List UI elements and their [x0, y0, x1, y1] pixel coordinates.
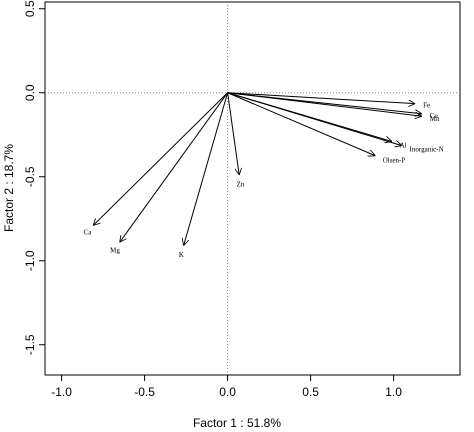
y-tick-label: 0.0 — [23, 84, 37, 101]
y-axis-title: Factor 2 : 18.7% — [2, 144, 16, 232]
loading-arrow — [120, 92, 229, 243]
vector-label: Cu — [430, 112, 439, 120]
loading-arrow — [227, 92, 240, 175]
y-tick-label: -0.5 — [23, 166, 37, 187]
vector-label: K — [179, 251, 184, 259]
vector-label: Mg — [110, 246, 120, 254]
y-tick-label: -1.0 — [23, 250, 37, 271]
loading-arrow — [227, 92, 376, 156]
loading-arrow — [227, 92, 402, 146]
vector-label: Olsen-P — [383, 156, 406, 164]
x-axis-title: Factor 1 : 51.8% — [193, 416, 281, 430]
x-tick-label: 0.5 — [302, 385, 319, 399]
vector-label: Al — [400, 141, 407, 149]
vector-label: Inorganic-N — [410, 146, 444, 154]
loading-arrow — [227, 92, 422, 117]
loading-arrow — [93, 92, 228, 226]
x-tick-label: 1.0 — [385, 385, 402, 399]
vector-label: Fe — [423, 102, 430, 110]
loading-arrow — [227, 92, 416, 104]
vector-label: Zn — [236, 181, 244, 189]
x-tick-label: -1.0 — [51, 385, 72, 399]
vector-label: Ca — [84, 229, 93, 237]
vector-label: Mn — [430, 115, 440, 123]
plot-frame — [44, 1, 461, 376]
x-tick-label: -0.5 — [134, 385, 155, 399]
y-tick-label: 0.5 — [23, 0, 37, 17]
y-tick-label: -1.5 — [23, 334, 37, 355]
x-tick-label: 0.0 — [219, 385, 236, 399]
loading-arrow — [184, 92, 229, 246]
